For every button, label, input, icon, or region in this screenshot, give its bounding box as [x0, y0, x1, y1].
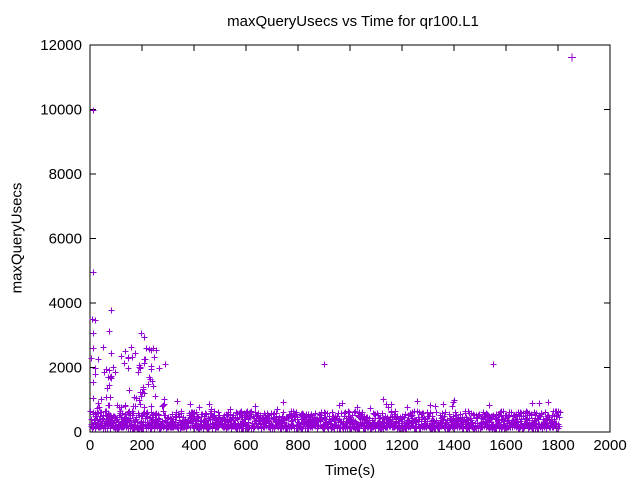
x-tick-label: 1800: [541, 437, 574, 454]
x-tick-label: 600: [233, 437, 258, 454]
x-tick-label: 1000: [333, 437, 366, 454]
plus-marker-icon: [568, 53, 576, 62]
x-tick-label: 1200: [385, 437, 418, 454]
y-tick-label: 0: [74, 424, 82, 441]
x-tick-label: 2000: [593, 437, 626, 454]
x-tick-label: 1400: [437, 437, 470, 454]
x-tick-label: 400: [181, 437, 206, 454]
data-points-pg171_o2nofp.cx10a_c8r32: [87, 107, 564, 432]
chart-title: maxQueryUsecs vs Time for qr100.L1: [227, 13, 479, 30]
x-tick-label: 200: [129, 437, 154, 454]
x-tick-label: 800: [285, 437, 310, 454]
y-tick-label: 6000: [49, 231, 82, 248]
x-tick-label: 0: [86, 437, 94, 454]
y-tick-label: 4000: [49, 295, 82, 312]
y-tick-label: 2000: [49, 360, 82, 377]
y-tick-label: 12000: [40, 37, 82, 54]
y-tick-label: 8000: [49, 166, 82, 183]
y-tick-label: 10000: [40, 102, 82, 119]
x-axis-title: Time(s): [324, 462, 376, 479]
plot-border: [89, 44, 611, 433]
x-tick-label: 1600: [489, 437, 522, 454]
